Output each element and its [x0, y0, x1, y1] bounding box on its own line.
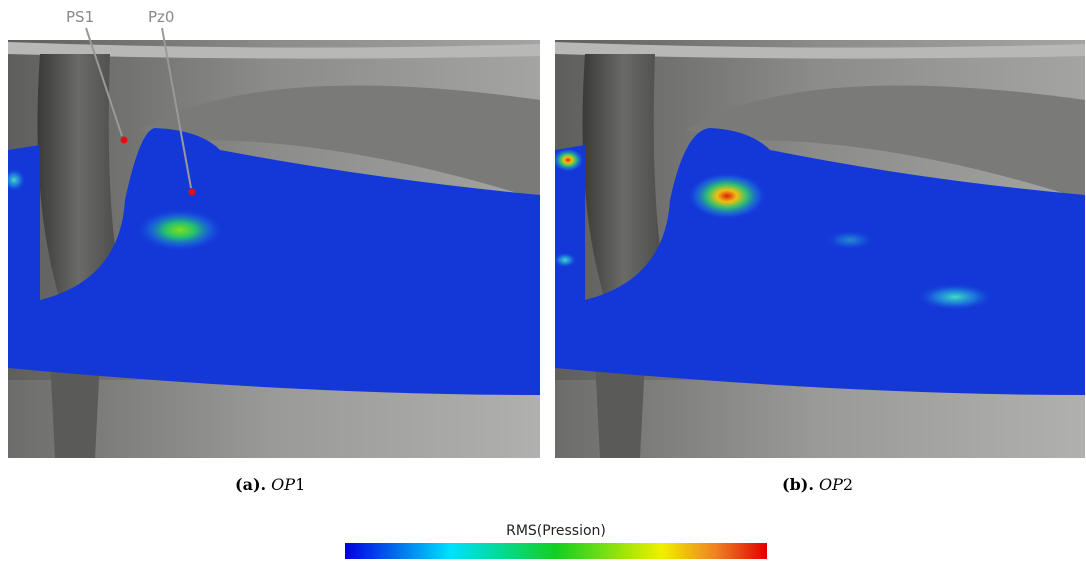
caption-name: OP [819, 475, 843, 494]
caption-label: (b). [782, 475, 814, 494]
panel-a [8, 40, 540, 458]
caption-label: (a). [235, 475, 266, 494]
caption-name: OP [271, 475, 295, 494]
caption: (b). OP2 [782, 475, 853, 494]
annotation-label: PS1 [66, 8, 94, 26]
caption-number: 2 [843, 475, 853, 494]
panel-b [555, 40, 1085, 458]
annotation-label: Pz0 [148, 8, 174, 26]
caption: (a). OP1 [235, 475, 305, 494]
caption-number: 1 [295, 475, 305, 494]
colorbar [345, 543, 767, 559]
colorbar-title: RMS(Pression) [506, 523, 606, 539]
